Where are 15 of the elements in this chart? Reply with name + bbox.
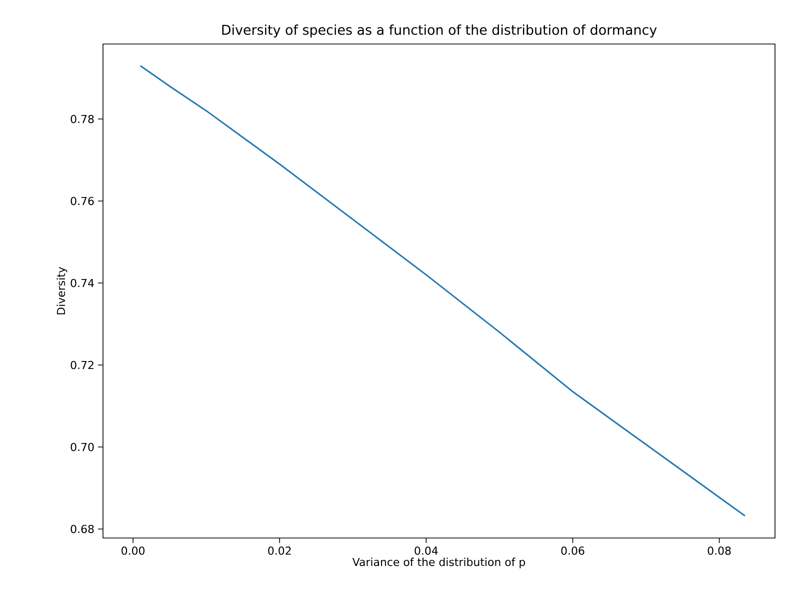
- chart-title: Diversity of species as a function of the distribution of dormancy: [222, 24, 657, 38]
- y-tick-label: 0.78: [70, 114, 94, 124]
- y-axis-title: Diversity: [56, 266, 68, 314]
- x-tick-label: 0.08: [708, 546, 731, 555]
- y-tick-label: 0.76: [70, 196, 94, 206]
- line-series: [140, 64, 746, 517]
- y-tick-label: 0.74: [70, 278, 94, 288]
- x-axis-title: Variance of the distribution of p: [352, 558, 526, 568]
- x-tick-label: 0.04: [414, 546, 438, 555]
- x-tick-label: 0.06: [561, 546, 584, 555]
- x-tick-label: 0.00: [122, 546, 145, 555]
- x-tick-label: 0.02: [268, 546, 291, 555]
- y-tick-label: 0.68: [70, 524, 94, 534]
- y-tick-label: 0.70: [70, 442, 94, 452]
- y-tick-label: 0.72: [70, 360, 94, 370]
